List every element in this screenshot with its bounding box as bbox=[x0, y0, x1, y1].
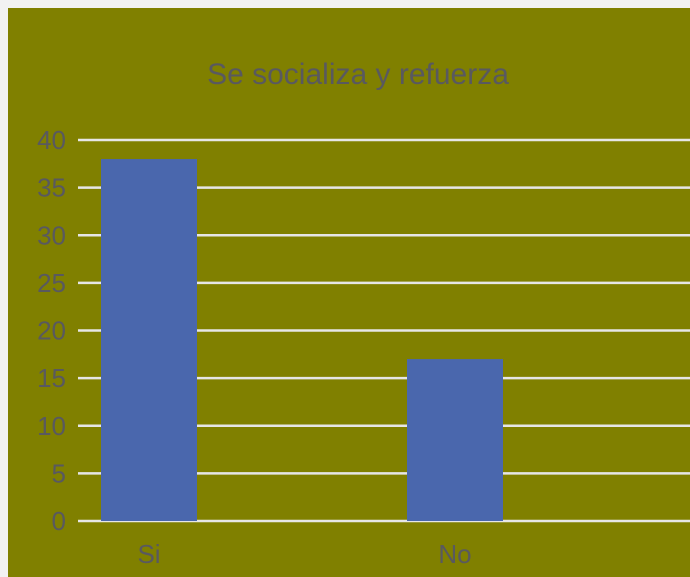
y-tick-label: 30 bbox=[37, 220, 66, 250]
y-tick-label: 10 bbox=[37, 411, 66, 441]
bar-si bbox=[101, 159, 197, 522]
y-axis-ticks: 0 5 10 15 20 25 30 35 40 bbox=[37, 125, 66, 536]
y-tick-label: 15 bbox=[37, 363, 66, 393]
chart-title: Se socializa y refuerza bbox=[207, 58, 509, 91]
x-tick-label: Si bbox=[137, 539, 160, 569]
x-tick-label: No bbox=[438, 539, 471, 569]
bars bbox=[101, 159, 503, 522]
chart-area: Se socializa y refuerza 0 5 10 15 20 25 30 35 40… bbox=[8, 8, 690, 577]
y-tick-label: 20 bbox=[37, 316, 66, 346]
y-tick-label: 40 bbox=[37, 125, 66, 155]
y-tick-label: 0 bbox=[52, 506, 66, 536]
y-tick-label: 25 bbox=[37, 268, 66, 298]
y-tick-label: 35 bbox=[37, 173, 66, 203]
bar-chart: Se socializa y refuerza 0 5 10 15 20 25 30 35 40… bbox=[37, 58, 690, 569]
bar-no bbox=[407, 359, 503, 521]
y-tick-label: 5 bbox=[52, 458, 66, 488]
x-axis-ticks: Si No bbox=[137, 539, 471, 569]
